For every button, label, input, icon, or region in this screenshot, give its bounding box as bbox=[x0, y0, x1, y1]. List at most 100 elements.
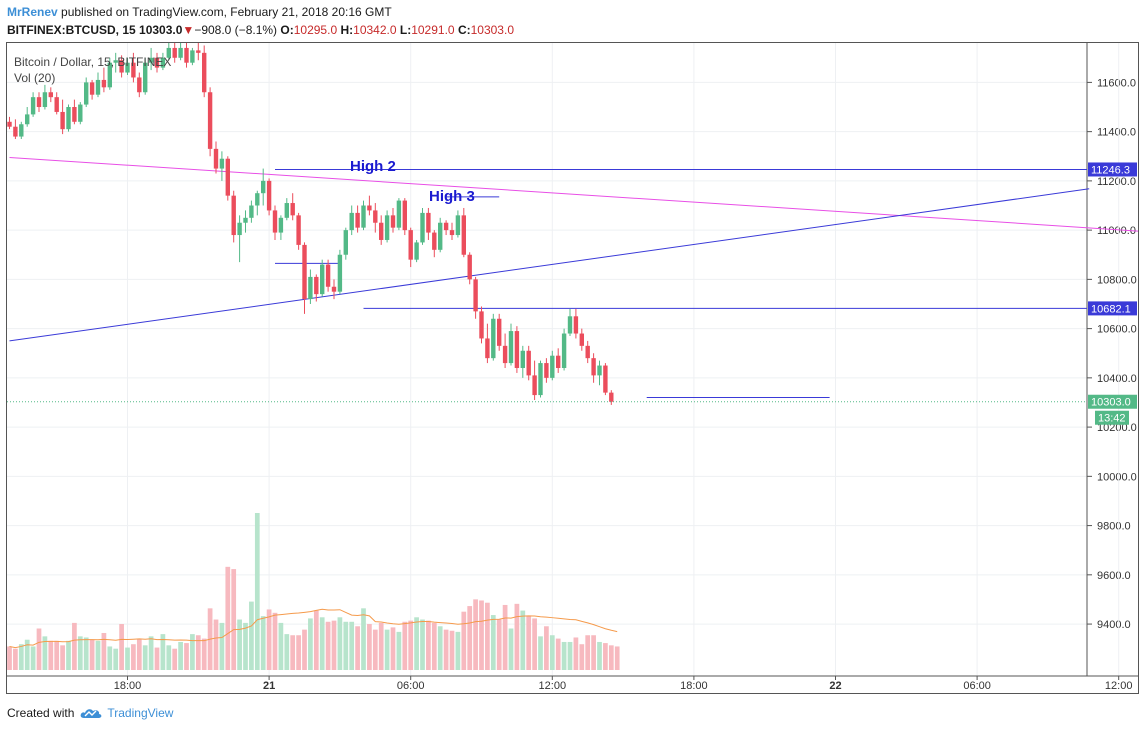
candle-body bbox=[432, 232, 437, 250]
price-change: −908.0 (−8.1%) bbox=[194, 23, 278, 37]
candle-body bbox=[514, 331, 520, 369]
candle bbox=[579, 328, 584, 351]
chart-header: MrRenev published on TradingView.com, Fe… bbox=[7, 3, 1137, 41]
candle-body bbox=[36, 97, 42, 108]
candle-body bbox=[491, 318, 496, 359]
candle-body bbox=[261, 180, 266, 194]
last-price-tag bbox=[1088, 394, 1137, 409]
level-price-label: 10682.1 bbox=[1091, 303, 1131, 315]
candle-body bbox=[609, 392, 614, 402]
candle-body bbox=[243, 217, 248, 223]
volume-bar bbox=[178, 641, 183, 670]
volume-bar bbox=[378, 622, 384, 670]
candle bbox=[266, 178, 272, 216]
candle bbox=[491, 313, 496, 361]
candle-body bbox=[390, 215, 396, 228]
candle bbox=[597, 360, 602, 386]
chart-frame[interactable]: 9400.0 9600.0 9800.0 10000.0 10200.0 10400.0 1… bbox=[6, 42, 1143, 694]
high-label: H: bbox=[340, 23, 354, 37]
candle-body bbox=[585, 345, 590, 359]
candle bbox=[231, 190, 236, 243]
candle-body bbox=[290, 203, 295, 216]
candle bbox=[320, 259, 325, 297]
x-tick-label: 18:00 bbox=[680, 680, 708, 692]
candle bbox=[591, 353, 596, 383]
volume-bar bbox=[278, 622, 284, 670]
candle bbox=[402, 198, 407, 236]
volume-bar bbox=[390, 627, 396, 670]
volume-bar bbox=[272, 612, 278, 670]
tradingview-link[interactable]: TradingView bbox=[80, 706, 173, 720]
y-tick-label: 10000.0 bbox=[1097, 471, 1137, 483]
candle bbox=[556, 348, 561, 373]
level-price-label: 11246.3 bbox=[1091, 164, 1130, 176]
volume-bar bbox=[48, 640, 54, 670]
volume-bar bbox=[508, 628, 514, 670]
volume-bar bbox=[213, 619, 219, 670]
candle bbox=[54, 92, 59, 115]
candle bbox=[131, 52, 136, 83]
volume-bar bbox=[237, 619, 242, 670]
volume-bar bbox=[231, 569, 237, 670]
candle bbox=[514, 326, 520, 373]
candle-body bbox=[107, 62, 112, 88]
volume-series bbox=[7, 513, 620, 670]
candle bbox=[508, 323, 514, 366]
candle bbox=[502, 333, 508, 369]
volume-bar bbox=[13, 648, 18, 670]
volume-bar bbox=[290, 635, 296, 670]
volume-bar bbox=[467, 606, 473, 670]
volume-bar bbox=[60, 645, 65, 670]
volume-bar bbox=[254, 513, 260, 670]
candle-body bbox=[384, 215, 390, 240]
price-chart[interactable]: 9400.0 9600.0 9800.0 10000.0 10200.0 10400.0 1… bbox=[7, 43, 1143, 693]
volume-bar bbox=[148, 636, 154, 670]
candle bbox=[467, 252, 472, 285]
volume-bar bbox=[526, 616, 532, 670]
candle bbox=[261, 168, 266, 206]
candle-body bbox=[373, 210, 378, 223]
candle-body bbox=[143, 62, 148, 93]
candle bbox=[432, 230, 437, 258]
candle-body bbox=[408, 230, 413, 260]
volume-bar bbox=[490, 615, 496, 670]
y-tick-label: 9800.0 bbox=[1097, 521, 1131, 533]
x-tick-label: 12:00 bbox=[539, 680, 567, 692]
candle bbox=[213, 141, 219, 174]
candle-body bbox=[597, 365, 602, 376]
candle bbox=[520, 345, 525, 378]
candle-body bbox=[296, 215, 301, 245]
volume-bar bbox=[420, 619, 425, 670]
candle-body bbox=[308, 276, 313, 300]
candle-body bbox=[349, 212, 354, 231]
volume-bar bbox=[113, 648, 119, 670]
close-value: 10303.0 bbox=[470, 23, 514, 37]
volume-bar bbox=[243, 622, 248, 670]
candle bbox=[19, 121, 24, 140]
candle bbox=[107, 57, 112, 90]
candle-body bbox=[166, 47, 171, 58]
candle-body bbox=[520, 350, 525, 369]
volume-bar bbox=[349, 621, 355, 670]
volume-bar bbox=[66, 640, 71, 670]
candle-body bbox=[337, 254, 343, 292]
last-price-label: 10303.0 bbox=[1091, 397, 1131, 409]
candle bbox=[148, 47, 154, 71]
volume-bar bbox=[538, 636, 543, 670]
candle bbox=[544, 358, 549, 383]
author-link[interactable]: MrRenev bbox=[7, 5, 58, 19]
candle-body bbox=[213, 148, 219, 169]
candle-body bbox=[603, 365, 608, 393]
candle-body bbox=[184, 47, 189, 63]
volume-bar bbox=[355, 626, 360, 670]
candle bbox=[89, 79, 95, 100]
candle-body bbox=[178, 47, 183, 58]
volume-bar bbox=[54, 640, 60, 670]
candle bbox=[7, 116, 12, 130]
candle-body bbox=[266, 180, 272, 211]
volume-bar bbox=[325, 621, 331, 670]
candle bbox=[178, 43, 183, 61]
volume-ma-line bbox=[9, 608, 618, 649]
candle-body bbox=[219, 158, 225, 169]
candle bbox=[561, 328, 567, 371]
